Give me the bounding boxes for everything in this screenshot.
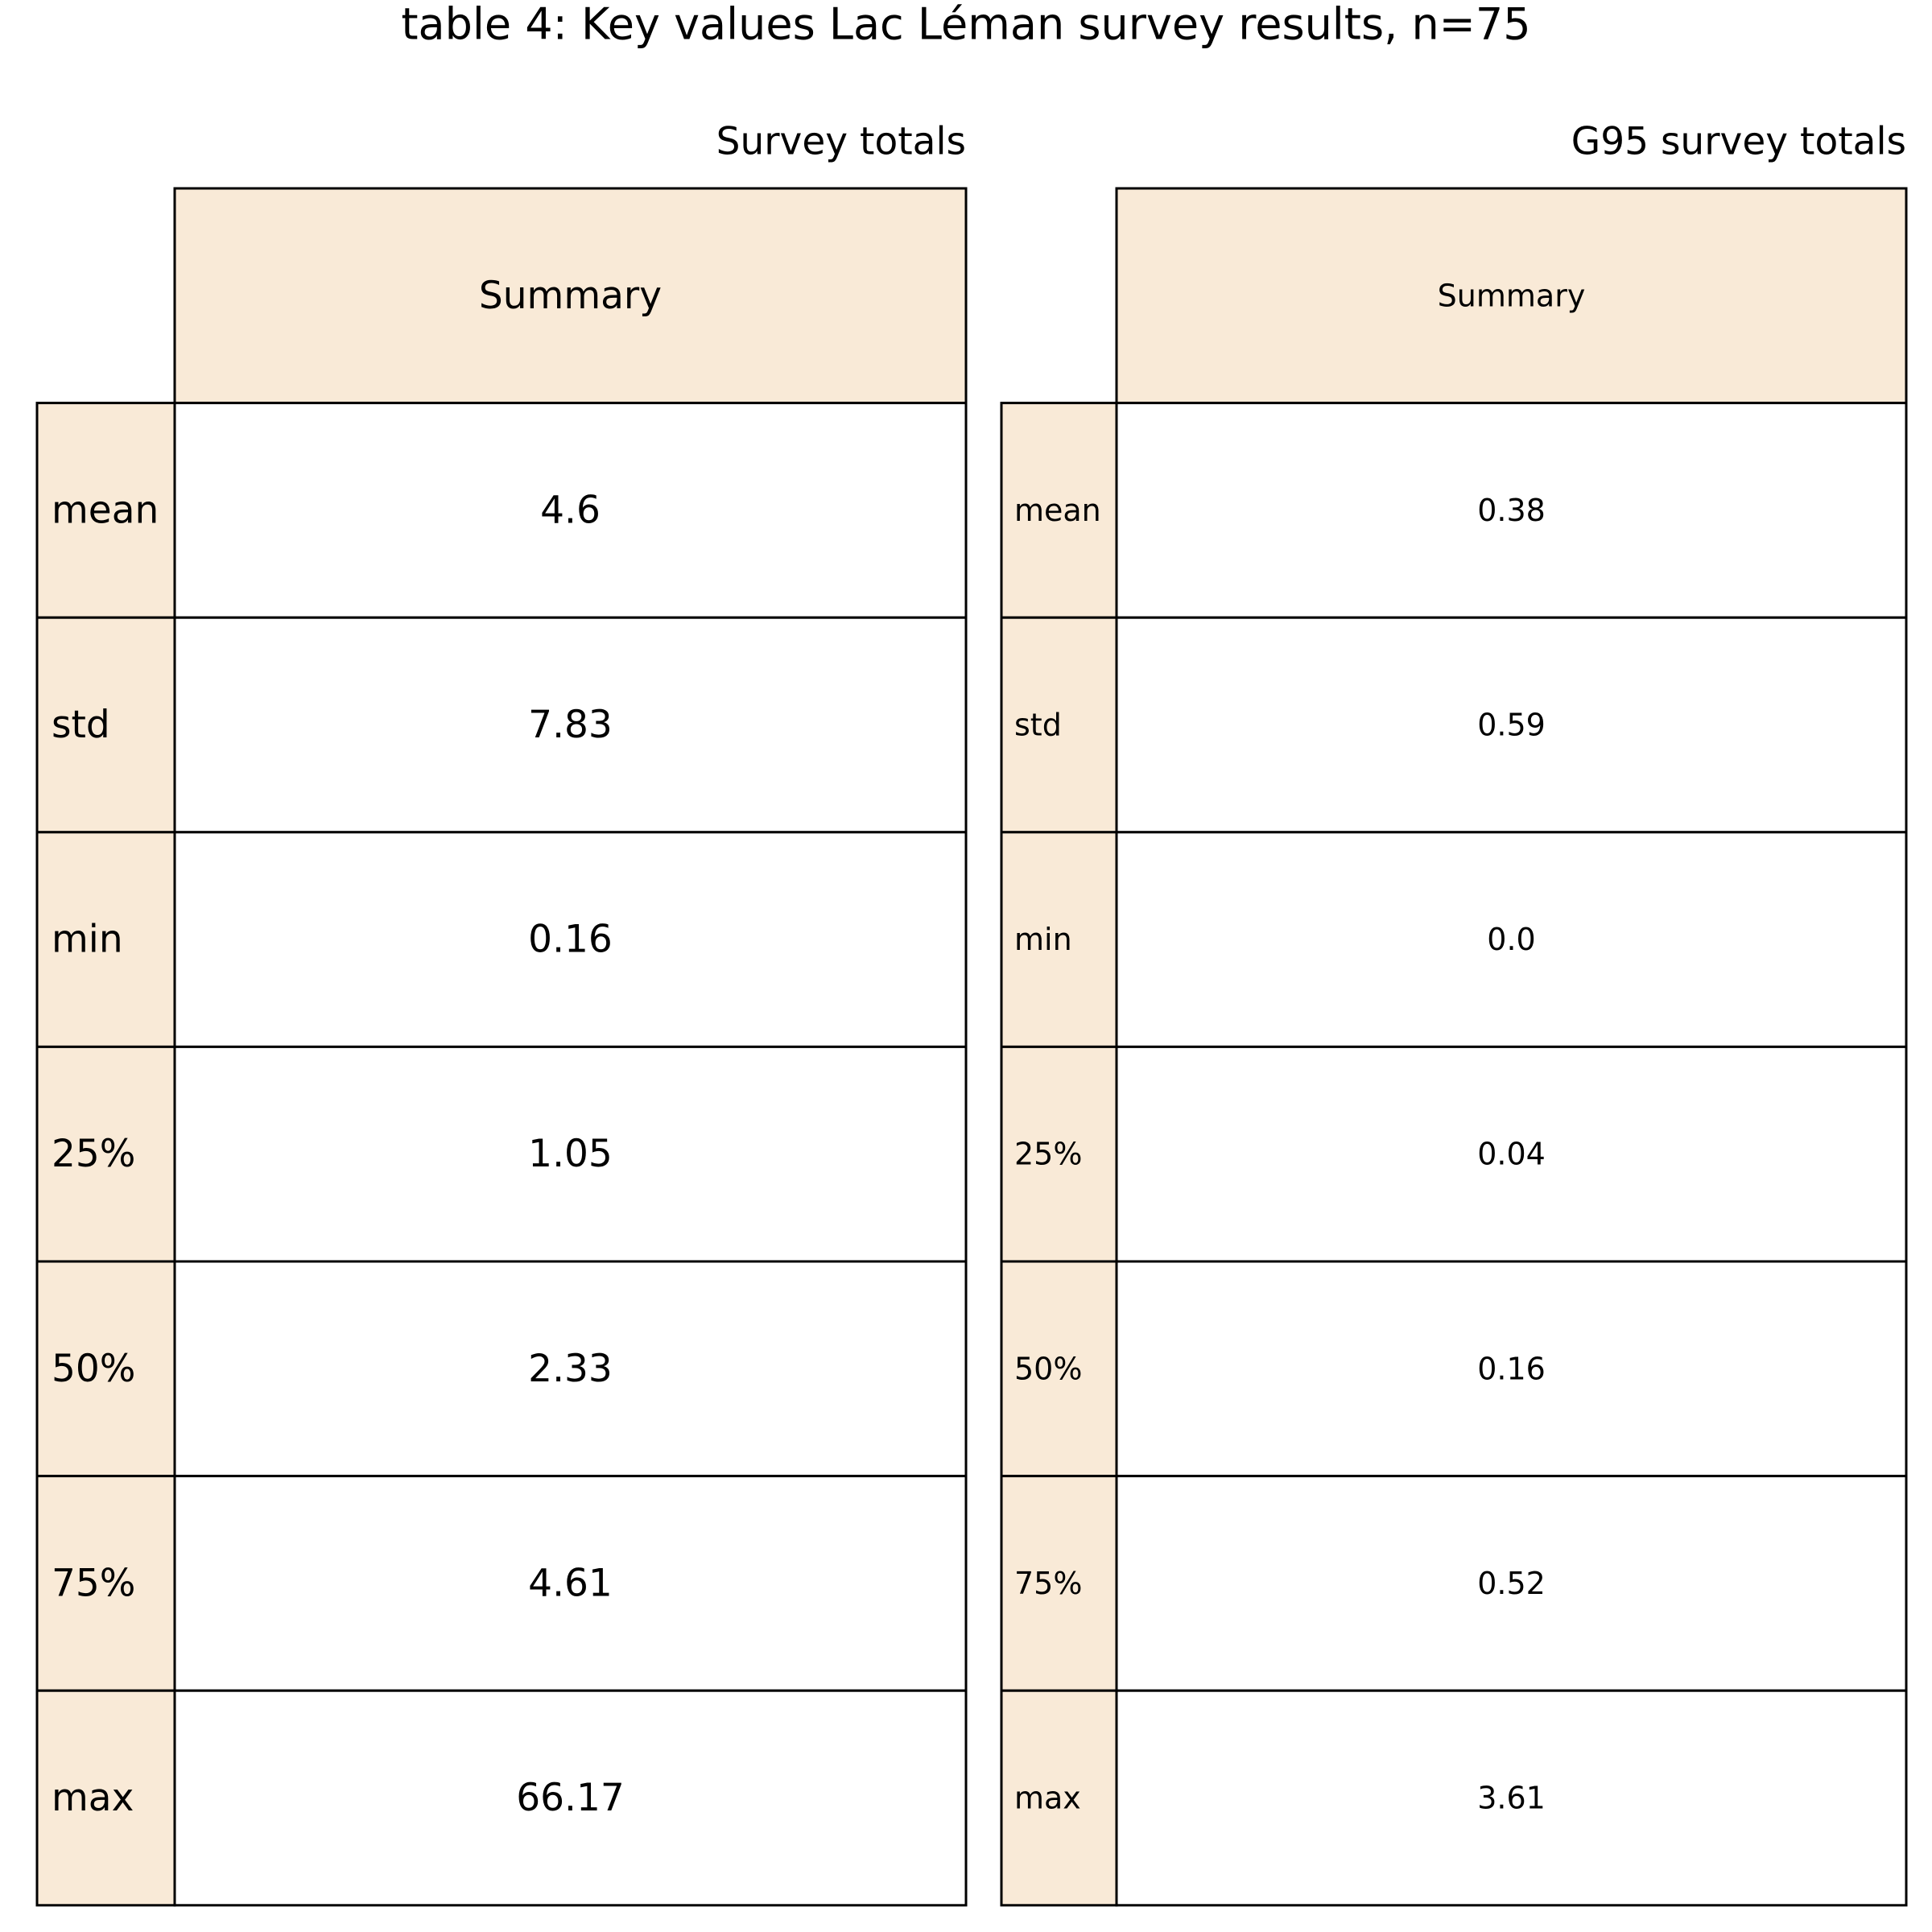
cell-value: 7.83 <box>528 703 613 747</box>
value-cell <box>173 1475 968 1692</box>
tables: Survey totals Summary mean 4.6 std 7.83 min 0.1… <box>35 120 1908 1907</box>
cell-value: 66.17 <box>516 1776 625 1820</box>
row-label: mean <box>52 488 159 532</box>
row-label-cell <box>35 402 176 619</box>
row-label-cell <box>1000 402 1118 619</box>
value-cell <box>173 616 968 834</box>
cell-value: 0.38 <box>1477 493 1546 528</box>
row-label: min <box>52 918 123 962</box>
row-label-cell <box>1000 1475 1118 1692</box>
row-label-cell <box>1000 831 1118 1048</box>
row-label: mean <box>1014 493 1101 528</box>
column-header-cell <box>1115 187 1908 405</box>
row-label: 75% <box>1014 1566 1082 1601</box>
summary-table: G95 survey totals Summary mean 0.38 std 0.59 m… <box>1000 120 1908 1907</box>
column-header: Summary <box>1438 278 1586 313</box>
cell-value: 0.52 <box>1477 1566 1546 1601</box>
cell-value: 4.61 <box>528 1561 613 1605</box>
column-header: Summary <box>479 274 662 318</box>
row-label-cell <box>35 1475 176 1692</box>
cell-value: 0.04 <box>1477 1137 1546 1172</box>
cell-value: 2.33 <box>528 1347 613 1391</box>
row-label: 25% <box>52 1132 135 1176</box>
value-cell <box>173 402 968 619</box>
summary-table: Survey totals Summary mean 4.6 std 7.83 min 0.1… <box>35 120 968 1907</box>
row-label: 50% <box>1014 1351 1082 1386</box>
row-label: 75% <box>52 1561 135 1605</box>
value-cell <box>1115 1475 1908 1692</box>
row-label: max <box>1014 1781 1081 1816</box>
table-title: Survey totals <box>716 120 966 164</box>
cell-value: 1.05 <box>528 1132 613 1176</box>
row-label: 25% <box>1014 1137 1082 1172</box>
cell-value: 0.0 <box>1487 922 1535 957</box>
cell-value: 0.59 <box>1477 708 1546 743</box>
row-label-cell <box>35 1260 176 1478</box>
row-label-cell <box>1000 1045 1118 1263</box>
row-label: min <box>1014 922 1072 957</box>
value-cell <box>1115 402 1908 619</box>
row-label: 50% <box>52 1347 135 1391</box>
cell-value: 0.16 <box>1477 1351 1546 1386</box>
column-header-cell <box>173 187 968 405</box>
row-label-cell <box>1000 616 1118 834</box>
value-cell <box>1115 1045 1908 1263</box>
table-title: G95 survey totals <box>1571 120 1906 164</box>
cell-value: 0.16 <box>528 918 613 962</box>
value-cell <box>1115 1689 1908 1907</box>
cell-value: 4.6 <box>540 488 601 532</box>
figure-title: table 4: Key values Lac Léman survey res… <box>401 0 1530 50</box>
row-label-cell <box>1000 1260 1118 1478</box>
value-cell <box>1115 1260 1908 1478</box>
value-cell <box>1115 616 1908 834</box>
row-label: std <box>1014 708 1062 743</box>
row-label: max <box>52 1776 134 1820</box>
row-label-cell <box>35 616 176 834</box>
row-label: std <box>52 703 110 747</box>
cell-value: 3.61 <box>1477 1781 1546 1816</box>
value-cell <box>173 1260 968 1478</box>
row-label-cell <box>35 831 176 1048</box>
value-cell <box>173 1689 968 1907</box>
row-label-cell <box>1000 1689 1118 1907</box>
value-cell <box>1115 831 1908 1048</box>
row-label-cell <box>35 1045 176 1263</box>
row-label-cell <box>35 1689 176 1907</box>
